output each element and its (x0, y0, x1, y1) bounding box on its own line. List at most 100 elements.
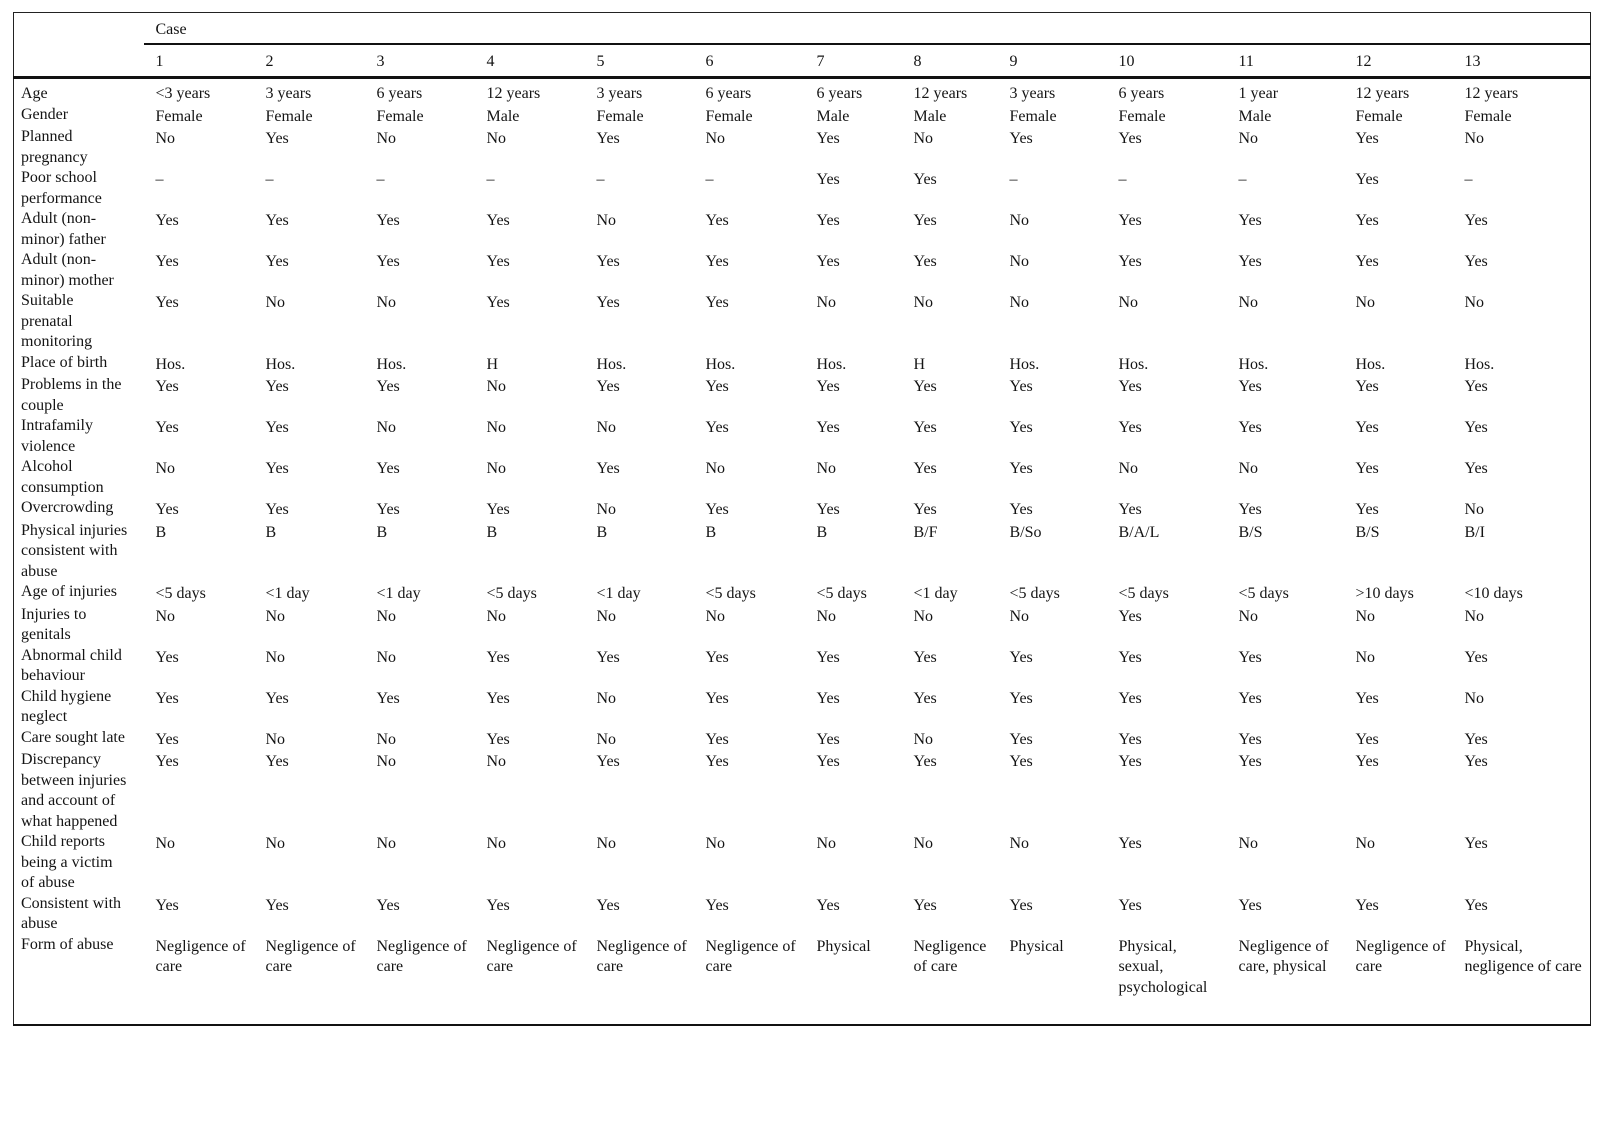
case-number-header: 5 (584, 44, 694, 79)
table-cell: Negligence of care (705, 937, 796, 976)
table-cell: Male (913, 107, 947, 125)
table-cell: Male (1238, 107, 1272, 125)
table-cell: Male (816, 107, 850, 125)
table-cell: B/So (1009, 523, 1042, 541)
table-cell: No (265, 294, 286, 311)
table-cell: Negligence of care (155, 937, 246, 976)
table-cell: No (155, 130, 176, 147)
table-cell: Yes (1009, 378, 1033, 395)
table-cell: Yes (1009, 648, 1033, 666)
table-row: Form of abuse Negligence of care Negligenc… (14, 935, 1591, 1026)
table-cell: B/I (1464, 523, 1485, 541)
case-number-header: 3 (364, 44, 475, 79)
table-cell: Yes (376, 689, 400, 707)
table-cell: 12 years (913, 85, 968, 102)
table-cell: Yes (155, 253, 179, 270)
table-cell: No (376, 648, 397, 666)
table-cell: Yes (1355, 460, 1379, 477)
case-group-row: Case (13, 12, 1591, 79)
table-cell: Yes (705, 212, 729, 229)
table-cell: <5 days (1009, 585, 1060, 602)
row-label: Form of abuse (21, 935, 114, 953)
row-label: Gender (21, 105, 69, 123)
table-cell: Yes (1009, 460, 1033, 477)
table-cell: No (1238, 130, 1259, 147)
table-cell: No (486, 753, 507, 770)
table-cell: Yes (705, 294, 729, 311)
table-cell: B (155, 523, 167, 541)
table-row: Alcohol consumption No Yes Yes No Yes No No Yes Y… (14, 457, 1591, 498)
table-cell: Yes (1118, 648, 1142, 666)
table-cell: Yes (1355, 378, 1379, 395)
table-cell: 12 years (1464, 85, 1519, 102)
table-cell: Yes (913, 212, 937, 229)
table-cell: No (265, 648, 286, 666)
table-cell: Yes (816, 730, 840, 748)
table-cell: No (265, 730, 286, 748)
table-cell: Yes (1118, 896, 1142, 914)
case-characteristics-table: Case 1 2 3 4 5 6 7 8 9 10 11 12 13 Age <3 years 3 year… (13, 12, 1592, 1026)
table-cell: >10 days (1355, 585, 1414, 602)
table-cell: Yes (705, 648, 729, 666)
table-cell: Yes (1355, 130, 1379, 147)
row-label: Overcrowding (21, 499, 114, 516)
table-cell: Yes (1118, 130, 1142, 147)
table-cell: Yes (265, 753, 289, 770)
table-cell: Female (1355, 107, 1403, 125)
table-row: Adult (non-minor) mother Yes Yes Yes Yes Yes Y… (14, 250, 1591, 291)
table-cell: – (1464, 171, 1473, 188)
table-row: Adult (non-minor) father Yes Yes Yes Yes No Ye… (14, 209, 1591, 250)
table-cell: No (376, 607, 397, 625)
table-cell: Yes (486, 212, 510, 229)
table-cell: Hos. (1355, 355, 1386, 373)
row-label: Child hygiene neglect (21, 687, 112, 726)
table-cell: Yes (913, 896, 937, 914)
table-cell: Yes (1009, 689, 1033, 707)
table-cell: Female (376, 107, 424, 125)
table-cell: – (376, 171, 385, 188)
table-cell: No (1464, 501, 1485, 518)
table-cell: Yes (596, 378, 620, 395)
table-cell: <5 days (705, 585, 756, 602)
table-cell: B/A/L (1118, 523, 1160, 541)
table-cell: Yes (1355, 171, 1379, 188)
table-cell: Yes (265, 689, 289, 707)
table-cell: Yes (486, 294, 510, 311)
table-cell: Yes (1238, 730, 1262, 748)
table-cell: Hos. (1118, 355, 1149, 373)
table-row: Suitable prenatal monitoring Yes No No Yes Ye… (14, 291, 1591, 353)
table-cell: No (816, 835, 837, 852)
table-cell: 3 years (596, 85, 643, 102)
table-cell: Yes (913, 648, 937, 666)
table-cell: Female (1464, 107, 1512, 125)
table-cell: Yes (816, 648, 840, 666)
table-cell: Hos. (1238, 355, 1269, 373)
table-cell: Yes (913, 253, 937, 270)
table-cell: Yes (1118, 753, 1142, 770)
table-cell: Yes (913, 501, 937, 518)
row-label: Poor school performance (21, 169, 102, 207)
table-cell: Hos. (1464, 355, 1495, 373)
table-cell: No (1009, 607, 1030, 625)
table-cell: Yes (1464, 253, 1488, 270)
row-label: Age (21, 85, 48, 102)
table-cell: No (1355, 294, 1376, 311)
table-row: Poor school performance – – – – – – Yes Yes – – – Ye… (14, 168, 1591, 209)
table-cell: Yes (1355, 896, 1379, 914)
table-cell: No (913, 294, 934, 311)
table-cell: Yes (1009, 896, 1033, 914)
case-number-header: 4 (474, 44, 585, 79)
table-cell: No (816, 294, 837, 311)
table-cell: No (1464, 607, 1485, 625)
table-cell: Yes (1238, 753, 1262, 770)
table-cell: Yes (1464, 378, 1488, 395)
table-cell: Yes (816, 378, 840, 395)
table-cell: No (1118, 460, 1139, 477)
case-number-header: 1 (143, 44, 254, 79)
table-row: Physical injuries consistent with abuse B… (14, 521, 1591, 583)
table-cell: No (155, 607, 176, 625)
case-number-header: 10 (1106, 44, 1227, 79)
table-cell: Yes (155, 501, 179, 518)
table-cell: Yes (1464, 460, 1488, 477)
table-cell: Yes (705, 501, 729, 518)
